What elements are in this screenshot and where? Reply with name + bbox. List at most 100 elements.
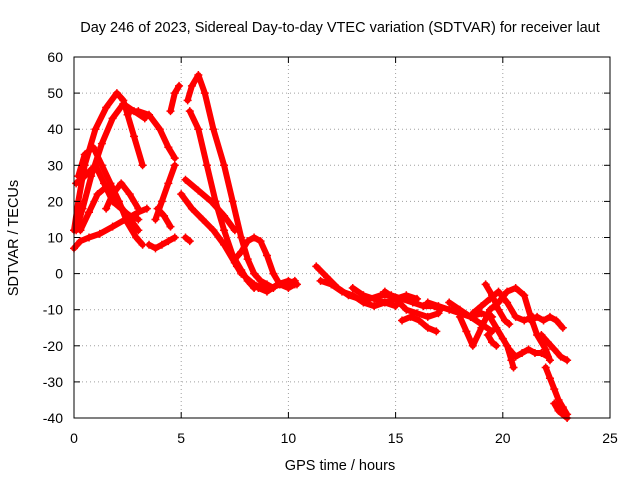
data-point <box>117 179 126 188</box>
data-point <box>327 280 336 289</box>
data-point <box>498 334 507 343</box>
data-point <box>359 291 368 300</box>
data-point <box>119 99 128 108</box>
series-arc-13 <box>181 233 194 246</box>
data-point <box>370 302 379 311</box>
data-point <box>237 247 246 256</box>
data-point <box>76 226 85 235</box>
data-point <box>477 309 486 318</box>
x-tick-label: 15 <box>388 430 404 446</box>
data-point <box>545 374 554 383</box>
series-trace <box>71 90 146 234</box>
data-point <box>145 240 154 249</box>
x-tick-label: 5 <box>177 430 185 446</box>
data-point <box>250 269 259 278</box>
data-point <box>185 237 194 246</box>
data-point <box>112 89 121 98</box>
data-point <box>194 125 203 134</box>
data-point <box>243 255 252 264</box>
data-point <box>232 262 241 271</box>
data-point <box>543 352 552 361</box>
data-point <box>445 305 454 314</box>
data-point <box>520 291 529 300</box>
data-point <box>123 211 132 220</box>
data-point <box>91 125 100 134</box>
data-point <box>177 190 186 199</box>
data-point <box>209 125 218 134</box>
data-point <box>241 273 250 282</box>
data-point <box>237 233 246 242</box>
data-point <box>563 356 572 365</box>
data-point <box>292 280 301 289</box>
data-point <box>554 406 563 415</box>
data-point <box>434 302 443 311</box>
series-arc-32 <box>483 330 501 350</box>
x-tick-label: 10 <box>281 430 297 446</box>
data-point <box>256 237 265 246</box>
data-point <box>187 81 196 90</box>
y-tick-label: 30 <box>47 157 63 173</box>
data-point <box>157 197 166 206</box>
data-point <box>543 338 552 347</box>
data-point <box>125 190 134 199</box>
data-point <box>413 294 422 303</box>
data-point <box>108 114 117 123</box>
data-point <box>494 287 503 296</box>
data-point <box>284 276 293 285</box>
data-point <box>250 233 259 242</box>
data-point <box>80 150 89 159</box>
data-point <box>160 211 169 220</box>
series-arc-30 <box>481 280 514 329</box>
series-arc-17 <box>181 175 239 235</box>
data-point <box>391 302 400 311</box>
data-point <box>164 179 173 188</box>
data-point <box>166 222 175 231</box>
data-point <box>170 89 179 98</box>
data-point <box>494 305 503 314</box>
data-point <box>91 161 100 170</box>
data-point <box>142 204 151 213</box>
data-point <box>423 312 432 321</box>
data-point <box>220 226 229 235</box>
data-point <box>250 280 259 289</box>
data-point <box>273 280 282 289</box>
data-point <box>230 226 239 235</box>
data-point <box>85 233 94 242</box>
series-arc-8 <box>123 107 179 163</box>
data-point <box>138 161 147 170</box>
data-point <box>359 298 368 307</box>
data-point <box>230 255 239 264</box>
data-point <box>123 107 132 116</box>
data-point <box>505 320 514 329</box>
data-point <box>488 338 497 347</box>
data-point <box>112 197 121 206</box>
y-tick-label: -30 <box>43 374 63 390</box>
x-tick-label: 25 <box>602 430 618 446</box>
grid-lines <box>74 57 610 418</box>
data-point <box>134 226 143 235</box>
data-point <box>72 179 81 188</box>
series-trace <box>551 400 571 421</box>
series-arc-6 <box>76 182 143 235</box>
data-point <box>164 237 173 246</box>
data-point <box>207 197 216 206</box>
data-point <box>541 363 550 372</box>
data-point <box>185 107 194 116</box>
data-point <box>108 190 117 199</box>
data-point <box>550 345 559 354</box>
series-arc-23 <box>348 284 400 311</box>
data-point <box>187 204 196 213</box>
data-point <box>391 294 400 303</box>
data-point <box>93 190 102 199</box>
data-point <box>312 262 321 271</box>
x-tick-label: 20 <box>495 430 511 446</box>
x-axis-title: GPS time / hours <box>285 458 395 474</box>
series-arc-36 <box>541 363 572 419</box>
y-tick-label: 60 <box>47 49 63 65</box>
data-point <box>76 237 85 246</box>
data-point <box>170 161 179 170</box>
data-point <box>485 305 494 314</box>
data-point <box>492 323 501 332</box>
data-point <box>134 204 143 213</box>
